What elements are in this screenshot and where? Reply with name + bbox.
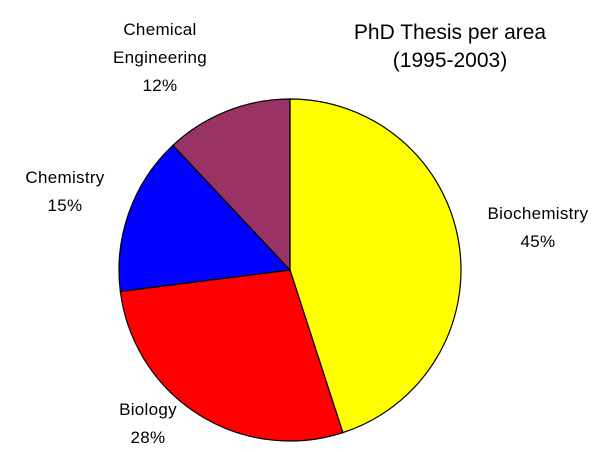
chart-title: PhD Thesis per area xyxy=(353,21,547,44)
pie-slice xyxy=(289,98,462,434)
value-label: 45% xyxy=(520,232,556,251)
slice-label: Chemistry 15% xyxy=(5,164,125,220)
category-label: Biology xyxy=(119,400,177,419)
category-label: Chemical Engineering xyxy=(112,20,208,67)
pie-slice xyxy=(118,144,292,293)
value-label: 28% xyxy=(130,428,166,447)
slice-label: Biology 28% xyxy=(88,396,208,452)
pie-slice xyxy=(172,98,291,272)
slice-label: Biochemistry 45% xyxy=(478,200,598,256)
chart-subtitle: (1995-2003) xyxy=(392,49,508,72)
value-label: 15% xyxy=(47,196,83,215)
value-label: 12% xyxy=(142,76,178,95)
category-label: Biochemistry xyxy=(487,204,589,223)
pie-slice xyxy=(119,269,344,442)
slice-label: Chemical Engineering 12% xyxy=(105,16,215,100)
category-label: Chemistry xyxy=(25,168,105,187)
